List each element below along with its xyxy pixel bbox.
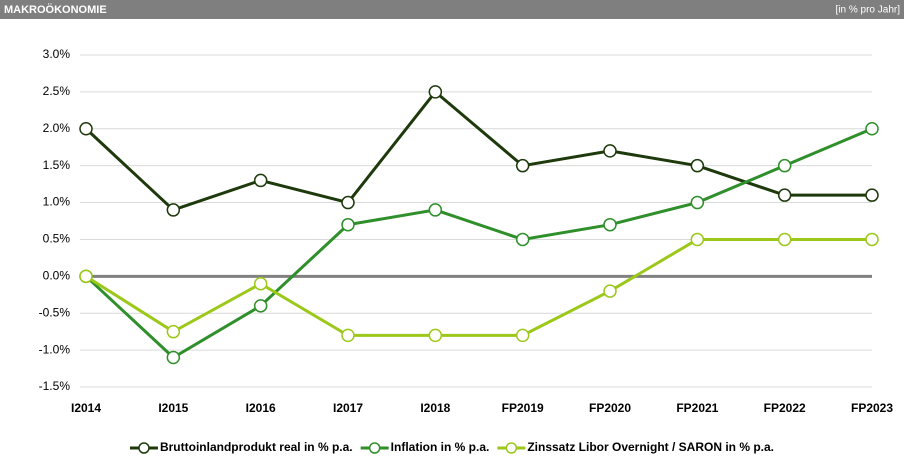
x-tick-label: FP2019: [502, 401, 544, 415]
legend-label: Bruttoinlandprodukt real in % p.a.: [160, 440, 353, 454]
data-point: [865, 122, 879, 136]
data-point: [515, 158, 530, 173]
data-point: [777, 232, 792, 247]
x-tick-label: I2017: [333, 401, 363, 415]
y-tick-label: 3.0%: [43, 47, 71, 61]
data-point: [253, 299, 268, 313]
data-point: [341, 328, 355, 343]
data-point: [166, 350, 181, 365]
x-tick-label: FP2021: [676, 401, 718, 415]
series-line: [84, 127, 873, 360]
data-point: [515, 232, 530, 247]
y-tick-label: 2.0%: [43, 121, 71, 135]
y-tick-label: -1.5%: [39, 379, 71, 393]
legend-label: Zinssatz Libor Overnight / SARON in % p.…: [527, 440, 774, 454]
x-tick-label: FP2023: [851, 401, 893, 415]
data-point: [253, 276, 268, 291]
data-point: [777, 158, 792, 173]
data-point: [690, 232, 705, 247]
chart-title: MAKROÖKONOMIE: [4, 3, 107, 16]
data-point: [341, 217, 355, 232]
data-point: [253, 173, 268, 188]
x-tick-label: I2014: [71, 401, 101, 415]
data-point: [166, 203, 181, 217]
data-point: [166, 324, 181, 339]
y-tick-label: 0.5%: [43, 232, 71, 246]
legend-marker: [505, 442, 518, 454]
data-point: [603, 284, 617, 298]
data-point: [865, 188, 879, 202]
data-point: [690, 195, 705, 210]
x-tick-label: I2018: [420, 401, 450, 415]
data-point: [428, 85, 443, 99]
data-point: [690, 158, 705, 173]
x-tick-label: FP2022: [764, 401, 806, 415]
y-tick-label: 0.0%: [43, 269, 71, 283]
data-point: [79, 122, 93, 136]
x-tick-label: FP2020: [589, 401, 631, 415]
x-tick-label: I2016: [246, 401, 276, 415]
x-tick-label: I2015: [158, 401, 188, 415]
y-tick-label: 2.5%: [43, 84, 71, 98]
y-tick-label: -0.5%: [39, 305, 71, 319]
data-point: [428, 203, 443, 217]
chart-subtitle: [in % pro Jahr]: [836, 5, 901, 16]
data-point: [603, 217, 617, 232]
series-line: [84, 89, 872, 212]
data-point: [865, 232, 879, 247]
data-point: [428, 328, 443, 343]
legend-label: Inflation in % p.a.: [391, 440, 490, 454]
data-point: [79, 269, 93, 284]
legend-marker: [138, 442, 150, 454]
y-tick-label: 1.5%: [43, 158, 71, 172]
data-point: [341, 195, 355, 210]
header-bar: [0, 0, 904, 19]
y-tick-label: 1.0%: [43, 195, 71, 209]
legend-marker: [368, 442, 381, 454]
data-point: [777, 188, 792, 202]
y-tick-label: -1.0%: [39, 342, 71, 356]
data-point: [603, 144, 617, 158]
series-line: [85, 237, 872, 337]
data-point: [515, 328, 530, 343]
